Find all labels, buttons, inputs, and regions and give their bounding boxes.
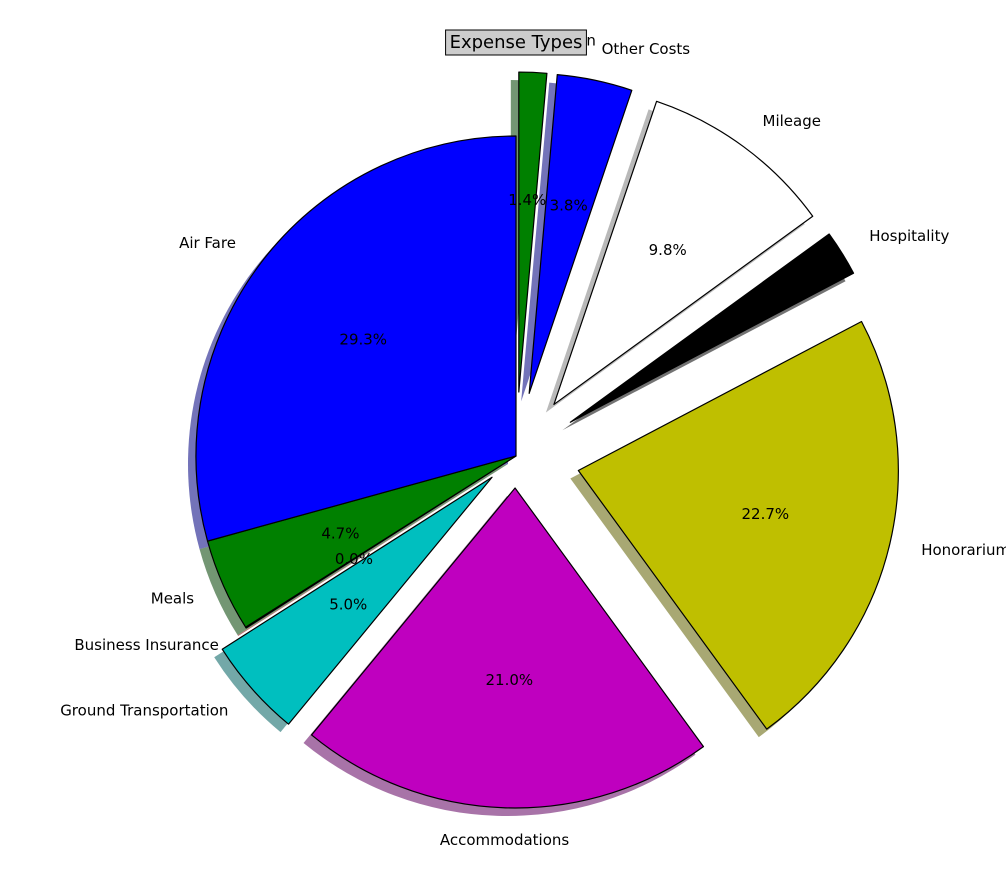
pie-wedges xyxy=(195,71,899,809)
shadow-business-insurance xyxy=(237,464,509,637)
pct-ground-transportation: 5.0% xyxy=(329,595,367,613)
slice-working-session xyxy=(518,71,548,393)
pct-working-session: 1.4% xyxy=(508,191,546,209)
label-air-fare: Air Fare xyxy=(179,234,236,252)
pct-mileage: 9.8% xyxy=(649,241,687,259)
chart-title-box: Expense Types xyxy=(445,29,587,56)
label-meals: Meals xyxy=(151,590,195,608)
slice-air-fare xyxy=(195,135,517,542)
pct-air-fare: 29.3% xyxy=(339,331,387,349)
label-mileage: Mileage xyxy=(763,112,821,130)
pct-hospitality: 2.3% xyxy=(714,312,752,330)
pct-accommodations: 21.0% xyxy=(485,671,533,689)
chart-title: Expense Types xyxy=(450,32,583,53)
slice-ground-transportation xyxy=(221,476,493,725)
pct-other-costs: 3.8% xyxy=(550,196,588,214)
slice-accommodations xyxy=(310,487,705,809)
label-other-costs: Other Costs xyxy=(602,40,691,58)
label-hospitality: Hospitality xyxy=(869,227,949,245)
label-accommodations: Accommodations xyxy=(440,831,570,849)
pct-honorarium: 22.7% xyxy=(742,505,790,523)
label-honorarium: Honorarium xyxy=(921,541,1006,559)
slice-hospitality xyxy=(569,233,855,423)
percent-labels: 1.4% 3.8% 9.8% 2.3% 22.7% 21.0% 5.0% 0.0% 4.7% 29… xyxy=(321,191,789,689)
label-business-insurance: Business Insurance xyxy=(74,636,219,654)
slice-honorarium xyxy=(577,320,899,730)
pct-business-insurance: 0.0% xyxy=(335,550,373,568)
slice-mileage xyxy=(553,100,814,406)
pct-meals: 4.7% xyxy=(321,525,359,543)
label-ground-transportation: Ground Transportation xyxy=(60,702,228,720)
slice-other-costs xyxy=(528,74,633,394)
